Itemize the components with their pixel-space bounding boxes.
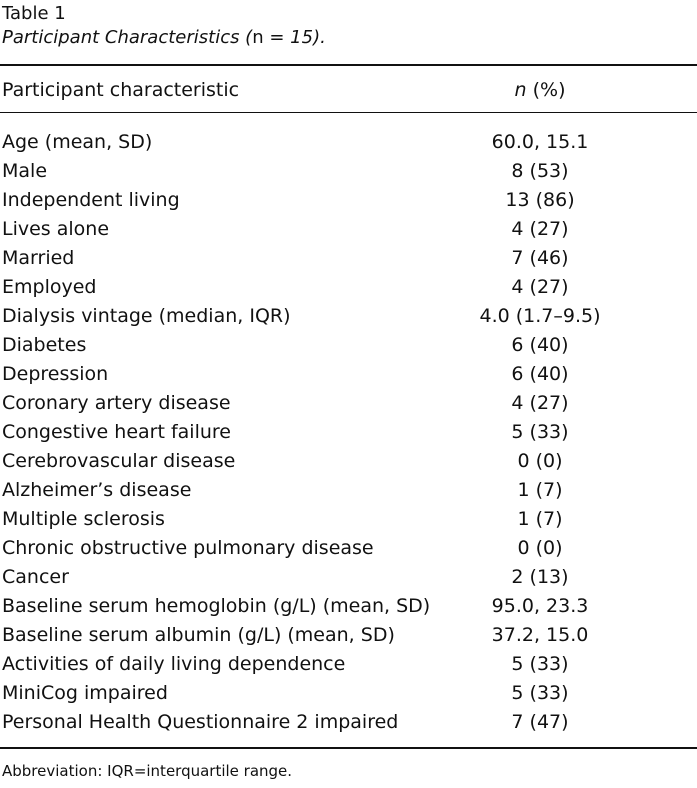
row-label: Baseline serum hemoglobin (g/L) (mean, S… [2,595,431,617]
table-row: Baseline serum hemoglobin (g/L) (mean, S… [0,592,697,621]
row-value: 37.2, 15.0 [491,624,589,646]
row-value: 6 (40) [511,363,569,385]
row-value: 7 (46) [511,247,569,269]
table-row: Alzheimer’s disease 1 (7) [0,476,697,505]
table-title: Participant Characteristics (n = 15). [2,27,326,49]
column-header-n-symbol: n [514,79,527,101]
table-row: Cancer 2 (13) [0,563,697,592]
table-row: Married 7 (46) [0,244,697,273]
table-row: Dialysis vintage (median, IQR) 4.0 (1.7–9… [0,302,697,331]
table-top-rule [0,64,697,66]
row-value: 2 (13) [511,566,569,588]
row-value: 4 (27) [511,392,569,414]
row-value: 8 (53) [511,160,569,182]
table-title-prefix: Participant Characteristics ( [2,27,253,48]
table-row: Activities of daily living dependence 5 (… [0,650,697,679]
row-value: 0 (0) [517,450,563,472]
table-row: Coronary artery disease 4 (27) [0,389,697,418]
table-label: Table 1 [2,3,66,24]
table-row: Multiple sclerosis 1 (7) [0,505,697,534]
row-label: Cerebrovascular disease [2,450,236,472]
table-row: Independent living 13 (86) [0,186,697,215]
table-row: MiniCog impaired 5 (33) [0,679,697,708]
table-row: Employed 4 (27) [0,273,697,302]
table-row: Age (mean, SD) 60.0, 15.1 [0,128,697,157]
row-label: Lives alone [2,218,110,240]
table-row: Diabetes 6 (40) [0,331,697,360]
row-value: 60.0, 15.1 [491,131,589,153]
row-value: 95.0, 23.3 [491,595,589,617]
row-label: Male [2,160,48,182]
column-header-n-suffix: (%) [526,79,566,101]
row-value: 1 (7) [517,479,563,501]
table-row: Congestive heart failure 5 (33) [0,418,697,447]
row-label: Chronic obstructive pulmonary disease [2,537,374,559]
column-header-n-percent: n (%) [445,76,635,105]
table-row: Baseline serum albumin (g/L) (mean, SD) 3… [0,621,697,650]
table-row: Cerebrovascular disease 0 (0) [0,447,697,476]
table-title-suffix: = 15). [263,27,326,48]
row-value: 5 (33) [511,682,569,704]
row-label: Diabetes [2,334,87,356]
table-header-row: Participant characteristic n (%) [0,76,697,105]
table-row: Chronic obstructive pulmonary disease 0 (… [0,534,697,563]
row-label: Independent living [2,189,180,211]
row-value: 4.0 (1.7–9.5) [479,305,601,327]
table-row: Male 8 (53) [0,157,697,186]
table-title-n: n [252,27,264,48]
row-value: 4 (27) [511,276,569,298]
row-label: Cancer [2,566,69,588]
row-label: Married [2,247,75,269]
row-label: Age (mean, SD) [2,131,153,153]
row-label: Coronary artery disease [2,392,231,414]
row-value: 0 (0) [517,537,563,559]
row-value: 6 (40) [511,334,569,356]
row-label: Congestive heart failure [2,421,231,443]
table-row: Personal Health Questionnaire 2 impaired… [0,708,697,737]
row-label: Alzheimer’s disease [2,479,192,501]
row-value: 1 (7) [517,508,563,530]
table-row: Depression 6 (40) [0,360,697,389]
table-footnote: Abbreviation: IQR=interquartile range. [2,762,293,780]
row-value: 5 (33) [511,653,569,675]
row-label: Dialysis vintage (median, IQR) [2,305,291,327]
row-label: Multiple sclerosis [2,508,165,530]
row-value: 4 (27) [511,218,569,240]
row-label: Depression [2,363,109,385]
column-header-characteristic: Participant characteristic [2,79,240,101]
row-label: Personal Health Questionnaire 2 impaired [2,711,399,733]
row-label: MiniCog impaired [2,682,168,704]
row-label: Employed [2,276,97,298]
row-label: Activities of daily living dependence [2,653,346,675]
row-value: 5 (33) [511,421,569,443]
table-bottom-rule [0,747,697,749]
row-label: Baseline serum albumin (g/L) (mean, SD) [2,624,395,646]
row-value: 13 (86) [505,189,575,211]
table-row: Lives alone 4 (27) [0,215,697,244]
row-value: 7 (47) [511,711,569,733]
table-header-rule [0,112,697,114]
